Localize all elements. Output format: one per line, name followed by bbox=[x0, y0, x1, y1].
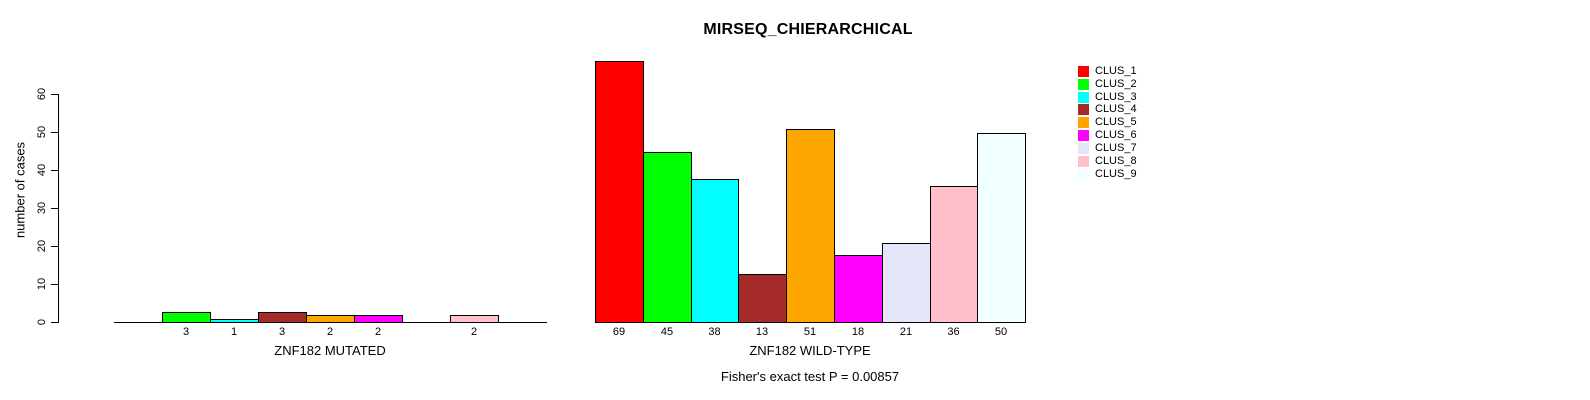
legend-label: CLUS_4 bbox=[1095, 103, 1137, 116]
y-axis-tick bbox=[51, 322, 58, 323]
bar-clus-2 bbox=[643, 152, 692, 323]
legend-item: CLUS_1 bbox=[1078, 65, 1137, 78]
y-axis-tick bbox=[51, 132, 58, 133]
bar-clus-6 bbox=[354, 315, 403, 323]
bar-clus-9 bbox=[977, 133, 1026, 323]
bar-count-label: 45 bbox=[660, 326, 674, 338]
bar-count-label: 51 bbox=[803, 326, 817, 338]
legend-item: CLUS_6 bbox=[1078, 129, 1137, 142]
bar-clus-2 bbox=[162, 312, 211, 323]
y-axis-tick-label: 20 bbox=[36, 239, 48, 253]
y-axis-label: number of cases bbox=[12, 141, 28, 239]
y-axis-tick bbox=[51, 284, 58, 285]
panel-label-znf182-mutated: ZNF182 MUTATED bbox=[274, 343, 386, 358]
y-axis-tick bbox=[51, 94, 58, 95]
legend-item: CLUS_3 bbox=[1078, 91, 1137, 104]
bar-clus-1 bbox=[595, 61, 644, 323]
y-axis-tick bbox=[51, 246, 58, 247]
legend-swatch bbox=[1078, 65, 1089, 77]
bar-clus-3 bbox=[210, 319, 259, 323]
bar-count-label: 18 bbox=[851, 326, 865, 338]
legend-label: CLUS_9 bbox=[1095, 167, 1137, 180]
legend-label: CLUS_1 bbox=[1095, 64, 1137, 77]
legend-swatch bbox=[1078, 168, 1089, 180]
bar-clus-7 bbox=[882, 243, 931, 323]
legend: CLUS_1 CLUS_2 CLUS_3 CLUS_4 CLUS_5 CLUS_6 CLUS… bbox=[1078, 65, 1137, 181]
y-axis-tick-label: 40 bbox=[36, 163, 48, 177]
bar-clus-8 bbox=[450, 315, 499, 323]
bar-clus-4 bbox=[738, 274, 787, 323]
bar-count-label: 69 bbox=[612, 326, 626, 338]
fisher-test-annotation: Fisher's exact test P = 0.00857 bbox=[720, 369, 900, 384]
legend-swatch bbox=[1078, 142, 1089, 154]
legend-swatch bbox=[1078, 91, 1089, 103]
bar-count-label: 36 bbox=[947, 326, 960, 338]
legend-label: CLUS_2 bbox=[1095, 77, 1137, 90]
legend-swatch bbox=[1078, 104, 1089, 116]
legend-swatch bbox=[1078, 78, 1089, 90]
bar-clus-5 bbox=[306, 315, 355, 323]
legend-item: CLUS_5 bbox=[1078, 116, 1137, 129]
y-axis-tick-label: 60 bbox=[36, 87, 48, 101]
y-axis-tick bbox=[51, 208, 58, 209]
legend-swatch bbox=[1078, 155, 1089, 167]
y-axis-line bbox=[58, 94, 59, 323]
legend-swatch bbox=[1078, 117, 1089, 129]
bar-clus-8 bbox=[930, 186, 978, 323]
legend-swatch bbox=[1078, 130, 1089, 142]
legend-label: CLUS_3 bbox=[1095, 90, 1137, 103]
bar-clus-6 bbox=[834, 255, 883, 323]
legend-label: CLUS_7 bbox=[1095, 141, 1137, 154]
legend-item: CLUS_8 bbox=[1078, 155, 1137, 168]
bar-count-label: 2 bbox=[326, 326, 334, 338]
bar-clus-4 bbox=[258, 312, 307, 323]
legend-item: CLUS_7 bbox=[1078, 142, 1137, 155]
bar-count-label: 21 bbox=[899, 326, 913, 338]
bar-count-label: 3 bbox=[278, 326, 286, 338]
chart-title: MIRSEQ_CHIERARCHICAL bbox=[703, 21, 913, 38]
legend-item: CLUS_4 bbox=[1078, 104, 1137, 117]
bar-count-label: 38 bbox=[708, 326, 721, 338]
panel-label-znf182-wild-type: ZNF182 WILD-TYPE bbox=[749, 343, 871, 358]
legend-item: CLUS_2 bbox=[1078, 78, 1137, 91]
bar-count-label: 13 bbox=[755, 326, 769, 338]
bar-count-label: 1 bbox=[230, 326, 238, 338]
legend-label: CLUS_6 bbox=[1095, 129, 1137, 142]
y-axis-tick-label: 30 bbox=[36, 201, 48, 215]
legend-item: CLUS_9 bbox=[1078, 168, 1137, 181]
bar-clus-5 bbox=[786, 129, 835, 323]
bar-clus-3 bbox=[691, 179, 739, 323]
bar-count-label: 3 bbox=[182, 326, 190, 338]
bar-count-label: 2 bbox=[470, 326, 478, 338]
y-axis-tick bbox=[51, 170, 58, 171]
legend-label: CLUS_5 bbox=[1095, 116, 1137, 129]
bar-count-label: 50 bbox=[994, 326, 1008, 338]
y-axis-tick-label: 0 bbox=[36, 318, 48, 326]
bar-count-label: 2 bbox=[374, 326, 382, 338]
legend-label: CLUS_8 bbox=[1095, 154, 1137, 167]
y-axis-tick-label: 10 bbox=[36, 277, 48, 291]
y-axis-tick-label: 50 bbox=[36, 125, 48, 139]
